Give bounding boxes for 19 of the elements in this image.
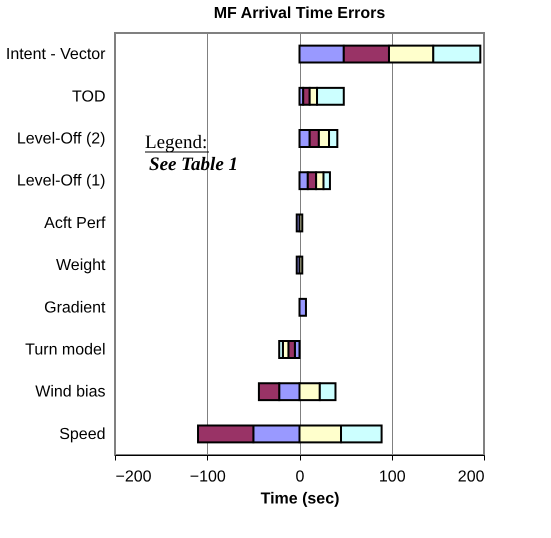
annotation: See Table 1 <box>149 154 238 175</box>
y-tick-label: Acft Perf <box>44 214 106 232</box>
x-tick-label: −100 <box>190 468 226 486</box>
x-axis-title: Time (sec) <box>260 490 340 508</box>
chart-title: MF Arrival Time Errors <box>214 5 386 22</box>
y-tick-label: Weight <box>56 257 106 274</box>
y-tick-label: Turn model <box>25 342 106 358</box>
y-tick-label: Intent - Vector <box>6 46 106 64</box>
x-tick-label: 100 <box>378 468 406 486</box>
y-tick-label: Wind bias <box>35 384 106 401</box>
annotation: Legend: <box>145 132 208 153</box>
y-tick-label: Speed <box>59 426 106 443</box>
y-tick-label: Level-Off (2) <box>16 130 106 148</box>
x-tick-label: 0 <box>296 468 305 486</box>
x-tick-label: −200 <box>116 468 152 486</box>
y-tick-label: Level-Off (1) <box>16 172 106 190</box>
y-tick-label: TOD <box>72 88 106 106</box>
y-tick-label: Gradient <box>44 299 106 316</box>
x-tick-label: 200 <box>458 468 485 486</box>
